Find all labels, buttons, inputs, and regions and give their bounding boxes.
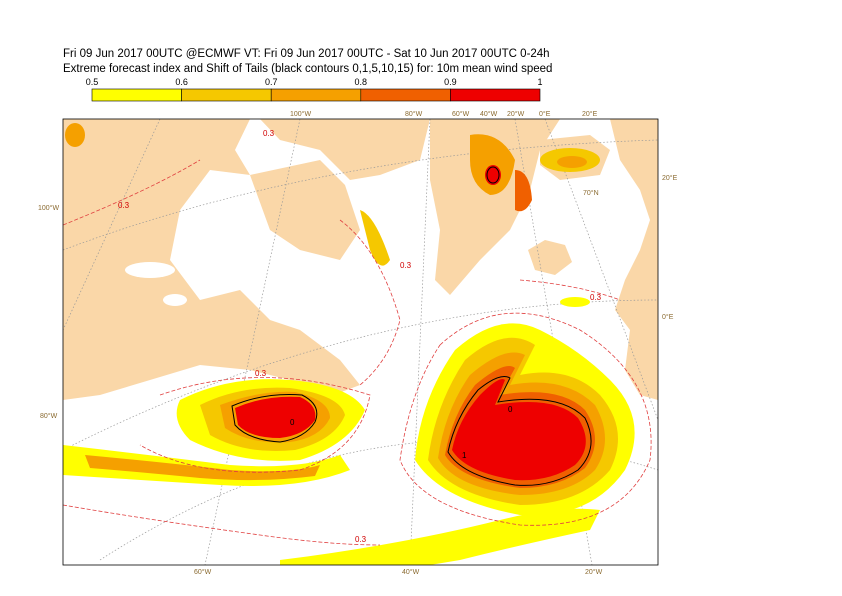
efi-area [235, 396, 316, 438]
colorbar-tick-label: 0.6 [175, 77, 188, 87]
efi-area [470, 134, 515, 195]
lon-label: 80°W [405, 110, 423, 118]
efi-area [452, 379, 586, 481]
lon-label: 100°W [290, 110, 311, 118]
efi-area [485, 165, 501, 185]
graticule [204, 119, 301, 565]
subtitle: Extreme forecast index and Shift of Tail… [63, 63, 552, 75]
efi-area [85, 455, 320, 481]
lon-label: 0°E [662, 313, 674, 321]
efi-contour [339, 219, 401, 386]
sot-contour [447, 376, 592, 486]
lon-label: 60°W [452, 110, 470, 118]
title: Fri 09 Jun 2017 00UTC @ECMWF VT: Fri 09 … [63, 48, 550, 60]
efi-contour [399, 312, 652, 526]
efi-area [515, 170, 532, 212]
efi-area [560, 297, 590, 307]
efi-contour [139, 377, 371, 473]
map [63, 119, 658, 565]
map-frame [62, 118, 659, 566]
colorbar-tick-label: 1 [537, 77, 542, 87]
lon-label: 100°W [38, 204, 59, 212]
efi-area [557, 156, 587, 168]
colorbar-tick-label: 0.7 [265, 77, 278, 87]
lon-label: 80°W [40, 412, 58, 420]
contour-label: 0.3 [118, 201, 130, 210]
land-north-america [63, 119, 360, 400]
contour-label: 0.3 [590, 293, 602, 302]
sot-contour [231, 394, 318, 443]
graticule [409, 119, 431, 565]
land-europe [610, 119, 658, 400]
lon-label: 20°E [662, 174, 678, 182]
colorbar-tick-label: 0.8 [355, 77, 368, 87]
contour-label: 1 [462, 451, 467, 460]
contour-label: 0.3 [263, 129, 275, 138]
efi-area [280, 508, 600, 565]
contour-label: 0.3 [355, 535, 367, 544]
lon-label: 60°W [194, 568, 212, 576]
lake [163, 294, 187, 306]
colorbar-segment [181, 88, 272, 102]
land-greenland [430, 119, 560, 295]
land-iceland [528, 240, 572, 275]
contour-label: 0 [290, 418, 295, 427]
sot-contour [486, 166, 500, 184]
colorbar-segment [270, 88, 362, 102]
colorbar-segment [360, 88, 451, 102]
lon-label: 0°E [539, 110, 551, 118]
land-arctic-islands [260, 119, 430, 180]
contour-label: 0.3 [400, 261, 412, 270]
efi-area [65, 123, 85, 147]
lon-label: 20°W [585, 568, 603, 576]
colorbar-tick-label: 0.5 [86, 77, 99, 87]
contour-label: 0 [508, 405, 513, 414]
colorbar-tick-label: 0.9 [444, 77, 457, 87]
graticule [63, 119, 161, 331]
colorbar: 0.5 0.6 0.7 0.8 0.9 1 [86, 77, 543, 102]
efi-area [360, 210, 390, 266]
lon-label: 20°E [582, 110, 598, 118]
lat-label: 70°N [583, 189, 599, 197]
colorbar-segment [91, 88, 182, 102]
lon-label: 40°W [480, 110, 498, 118]
efi-contour [63, 159, 201, 226]
contour-label: 0.3 [255, 369, 267, 378]
efi-contour [63, 504, 381, 546]
colorbar-segment [450, 88, 541, 102]
lon-label: 20°W [507, 110, 525, 118]
lon-label: 40°W [402, 568, 420, 576]
efi-contour [519, 279, 621, 301]
lake [125, 262, 175, 278]
